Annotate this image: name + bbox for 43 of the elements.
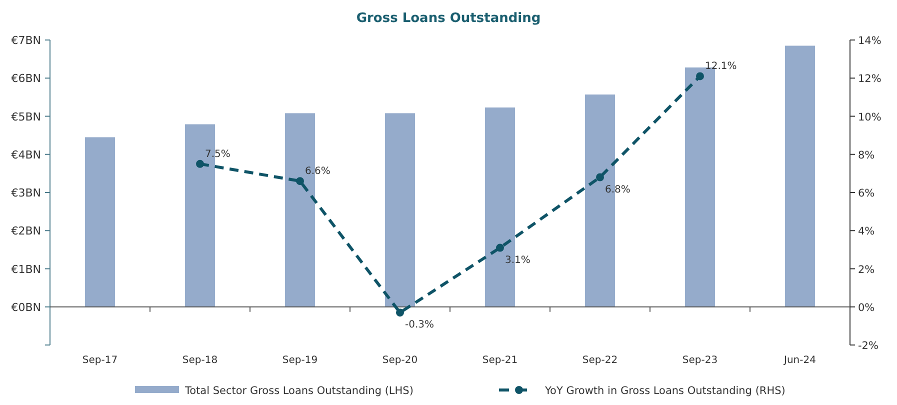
x-tick-label: Sep-23 (682, 355, 718, 366)
legend-label: YoY Growth in Gross Loans Outstanding (RHS) (544, 385, 786, 397)
data-label: 12.1% (705, 61, 737, 72)
x-tick-label: Sep-22 (582, 355, 618, 366)
x-tick-label: Sep-18 (182, 355, 218, 366)
x-tick-label: Sep-20 (382, 355, 418, 366)
y2-tick-label: 12% (858, 73, 882, 86)
point (696, 72, 704, 80)
data-label: 6.8% (605, 184, 630, 196)
y2-tick-label: -2% (858, 340, 878, 352)
y-tick-label: €1BN (11, 262, 41, 276)
point (196, 160, 204, 168)
y2-tick-label: 2% (858, 264, 875, 276)
y-tick-label: €5BN (11, 110, 41, 124)
y2-tick-label: 14% (858, 35, 882, 47)
point (496, 244, 504, 252)
point (596, 173, 604, 182)
x-tick-label: Jun-24 (783, 355, 816, 366)
y-tick-label: €7BN (11, 34, 41, 47)
data-label: 3.1% (505, 254, 530, 266)
y2-tick-label: 6% (858, 188, 875, 200)
data-label: 7.5% (205, 148, 230, 160)
chart-title: Gross Loans Outstanding (356, 11, 541, 26)
y-tick-label: €6BN (11, 72, 41, 86)
y2-tick-label: 8% (858, 149, 875, 162)
data-label: 6.6% (305, 166, 330, 178)
bar (85, 137, 115, 307)
y-tick-label: €2BN (11, 224, 41, 238)
point (296, 177, 304, 186)
point (396, 308, 404, 317)
bar (385, 113, 415, 307)
y2-tick-label: 4% (858, 226, 875, 238)
y2-tick-label: 10% (858, 111, 882, 124)
x-tick-label: Sep-17 (82, 355, 118, 366)
bar (785, 46, 815, 307)
data-label: -0.3% (405, 320, 434, 331)
legend-label: Total Sector Gross Loans Outstanding (LHS) (184, 385, 414, 397)
y2-tick-label: 0% (858, 302, 875, 314)
y-tick-label: €3BN (11, 186, 41, 200)
x-tick-label: Sep-21 (482, 355, 518, 366)
x-tick-label: Sep-19 (282, 355, 318, 366)
y-tick-label: €4BN (11, 148, 41, 162)
y-tick-label: €0BN (11, 300, 41, 314)
